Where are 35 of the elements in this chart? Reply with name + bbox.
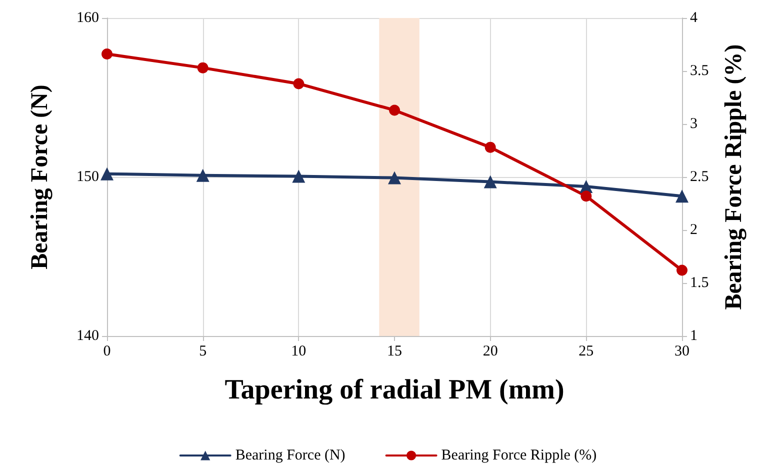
point: [676, 264, 688, 276]
point: [293, 78, 304, 90]
y2-tick-label: 1.5: [690, 275, 709, 291]
x-tick-label: 25: [578, 344, 594, 360]
x-axis-title: Tapering of radial PM (mm): [224, 374, 564, 406]
y2-tick-label: 4: [690, 10, 698, 26]
x-tick-label: 0: [103, 344, 111, 360]
y2-tick-label: 2: [690, 222, 698, 238]
point: [388, 171, 401, 184]
y-tick-label: 150: [76, 169, 99, 185]
x-tick-label: 30: [674, 344, 690, 360]
point: [196, 168, 210, 182]
legend-label: Bearing Force Ripple (%): [441, 448, 597, 464]
y2-axis-title: Bearing Force Ripple (%): [721, 44, 747, 310]
y2-tick-label: 3.5: [690, 63, 709, 79]
point: [389, 104, 400, 116]
point: [676, 190, 688, 203]
point: [102, 48, 112, 60]
y-tick-label: 140: [76, 328, 99, 344]
point: [292, 170, 306, 183]
point: [100, 167, 114, 180]
x-tick-label: 20: [482, 344, 498, 360]
x-tick-label: 10: [291, 344, 306, 360]
y-tick-label: 160: [76, 10, 99, 26]
y-axis-title: Bearing Force (N): [27, 84, 53, 270]
y2-tick-label: 2.5: [690, 169, 709, 185]
point: [197, 62, 208, 74]
x-tick-label: 15: [387, 344, 402, 360]
y2-tick-label: 1: [690, 328, 698, 344]
x-tick-label: 5: [199, 344, 207, 360]
point: [484, 142, 496, 153]
point: [580, 190, 592, 202]
point: [484, 175, 497, 188]
y2-tick-label: 3: [690, 116, 698, 132]
legend-label: Bearing Force (N): [235, 448, 346, 464]
